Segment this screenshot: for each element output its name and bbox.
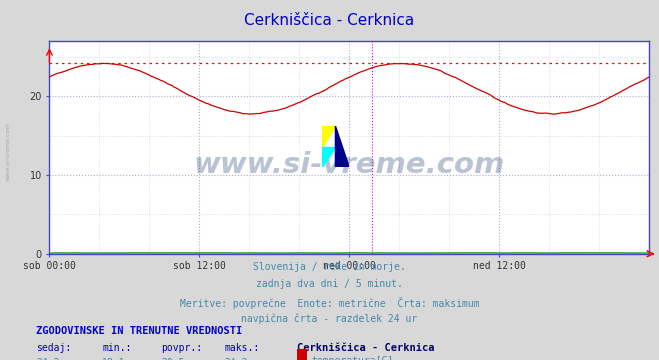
Text: ZGODOVINSKE IN TRENUTNE VREDNOSTI: ZGODOVINSKE IN TRENUTNE VREDNOSTI (36, 326, 243, 336)
Text: www.si-vreme.com: www.si-vreme.com (5, 121, 11, 181)
Text: 20,5: 20,5 (161, 358, 185, 360)
Text: zadnja dva dni / 5 minut.: zadnja dva dni / 5 minut. (256, 279, 403, 289)
Polygon shape (335, 126, 349, 167)
Text: Cerkniščica - Cerknica: Cerkniščica - Cerknica (244, 13, 415, 28)
Text: temperatura[C]: temperatura[C] (311, 356, 393, 360)
Text: 24,2: 24,2 (36, 358, 60, 360)
Text: 24,2: 24,2 (224, 358, 248, 360)
Text: 18,1: 18,1 (102, 358, 126, 360)
Text: Slovenija / reke in morje.: Slovenija / reke in morje. (253, 262, 406, 272)
Text: povpr.:: povpr.: (161, 343, 202, 353)
Text: Cerkniščica - Cerknica: Cerkniščica - Cerknica (297, 343, 434, 353)
Text: www.si-vreme.com: www.si-vreme.com (194, 150, 505, 179)
Polygon shape (322, 147, 335, 167)
Text: navpična črta - razdelek 24 ur: navpična črta - razdelek 24 ur (241, 314, 418, 324)
Text: min.:: min.: (102, 343, 132, 353)
Text: Meritve: povprečne  Enote: metrične  Črta: maksimum: Meritve: povprečne Enote: metrične Črta:… (180, 297, 479, 309)
Text: sedaj:: sedaj: (36, 343, 71, 353)
Text: maks.:: maks.: (224, 343, 259, 353)
Polygon shape (322, 126, 335, 147)
